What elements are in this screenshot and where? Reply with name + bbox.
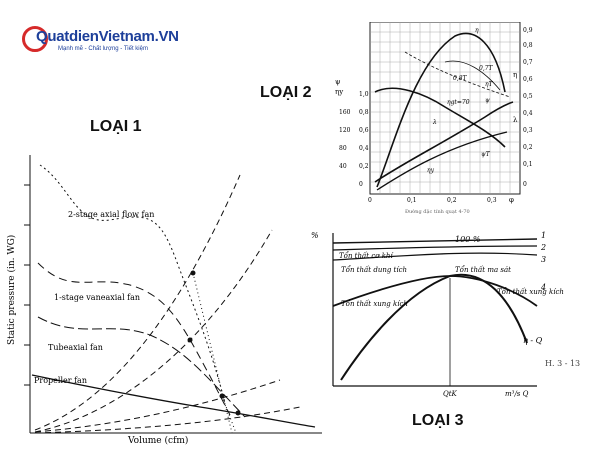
system-curve-4 <box>34 406 301 434</box>
svg-text:0,4: 0,4 <box>359 145 369 152</box>
curve-label-propeller: Propeller fan <box>34 376 87 385</box>
label-mech-loss: Tổn thất cơ khí <box>339 251 393 260</box>
svg-text:4: 4 <box>540 283 546 292</box>
svg-text:ψ: ψ <box>485 97 490 104</box>
svg-text:2: 2 <box>540 243 546 252</box>
svg-text:0,3: 0,3 <box>487 197 497 204</box>
svg-text:λ: λ <box>432 119 437 126</box>
fan-curves-diagram: Static pressure (in. WG) Volume (cfm) 2-… <box>6 155 322 446</box>
logo-q-icon <box>22 26 48 52</box>
fan-loss-diagram: % 100 % Tổn thất cơ khí Tổn thất dung tí… <box>311 231 580 398</box>
svg-text:ηy: ηy <box>427 167 435 174</box>
svg-text:0,1: 0,1 <box>523 161 533 168</box>
characteristic-chart-4-70: ψ ηy 1,0 0,8 0,6 0,4 0,2 0 160 120 80 40… <box>335 22 533 215</box>
curve-1-stage-vaneaxial <box>37 262 231 416</box>
svg-text:0,2: 0,2 <box>359 163 369 170</box>
eta-q-curve <box>340 273 528 381</box>
logo-tagline: Mạnh mẽ - Chất lượng - Tiết kiệm <box>58 46 148 52</box>
label-shock-loss-left: Tổn thất xung kích <box>341 299 408 308</box>
figure-reference: H. 3 - 13 <box>545 359 580 368</box>
curve-label-2-stage: 2-stage axial flow fan <box>68 210 154 219</box>
svg-text:η: η <box>475 27 479 34</box>
label-volume-loss: Tổn thất dung tích <box>341 265 407 274</box>
left-axis-label-eta-y: ηy <box>335 88 343 96</box>
svg-text:0,6: 0,6 <box>359 127 369 134</box>
line-3 <box>332 252 538 261</box>
svg-text:160: 160 <box>339 109 351 116</box>
label-type-1: LOẠI 1 <box>90 118 142 135</box>
svg-text:0: 0 <box>359 181 363 188</box>
svg-text:1,0: 1,0 <box>359 91 369 98</box>
label-type-2: LOẠI 2 <box>260 84 312 101</box>
logo-name: QuatdienVietnam.VN <box>36 28 179 45</box>
svg-text:0,2: 0,2 <box>447 197 457 204</box>
x-unit-label: m³/s Q <box>505 390 529 398</box>
eta-y-curve <box>376 131 508 191</box>
label-shock-loss-right: Tổn thất xung kích <box>497 287 564 296</box>
panel1-xlabel: Volume (cfm) <box>127 435 188 446</box>
svg-text:0,2: 0,2 <box>523 144 533 151</box>
svg-text:0,9: 0,9 <box>523 27 533 34</box>
svg-text:0,4: 0,4 <box>523 110 533 117</box>
svg-text:φ: φ <box>509 196 514 204</box>
panel2-caption: Đường đặc tính quạt 4-70 <box>405 208 470 215</box>
system-curve-3 <box>34 379 281 433</box>
constant-eff-line <box>444 60 501 91</box>
operating-point-4 <box>235 410 241 416</box>
label-friction-loss: Tổn thất ma sát <box>455 265 511 274</box>
svg-text:0,8: 0,8 <box>523 42 533 49</box>
loss-y-label: % <box>311 231 319 240</box>
svg-text:ψT: ψT <box>481 151 491 158</box>
hundred-percent: 100 % <box>455 235 481 244</box>
svg-text:1: 1 <box>541 231 546 240</box>
svg-text:3: 3 <box>541 255 546 264</box>
svg-text:120: 120 <box>339 127 351 134</box>
svg-text:80: 80 <box>339 145 347 152</box>
panel1-ylabel: Static pressure (in. WG) <box>6 235 17 345</box>
label-type-3: LOẠI 3 <box>412 412 464 429</box>
svg-text:0,7: 0,7 <box>523 59 533 66</box>
curve-label-1-stage: 1-stage vaneaxial fan <box>54 293 140 302</box>
svg-text:ηgt=70: ηgt=70 <box>447 99 470 106</box>
svg-text:ηT: ηT <box>485 81 494 88</box>
psi-curve <box>374 87 506 148</box>
operating-point-2 <box>187 337 193 343</box>
svg-text:η: η <box>513 71 517 79</box>
line-2 <box>332 245 538 251</box>
svg-text:0,5: 0,5 <box>523 93 533 100</box>
svg-text:40: 40 <box>339 163 347 170</box>
eta-curve <box>376 32 506 188</box>
curve-tubeaxial <box>37 316 246 418</box>
eta-q-label: η - Q <box>523 336 543 345</box>
left-axis-label-psi: ψ <box>335 78 341 86</box>
svg-text:0,8T: 0,8T <box>453 75 468 82</box>
svg-text:0,3: 0,3 <box>523 127 533 134</box>
svg-text:0: 0 <box>368 197 372 204</box>
svg-text:0,6: 0,6 <box>523 76 533 83</box>
system-curve-1 <box>34 174 241 431</box>
system-curve-2 <box>34 229 273 433</box>
brand-logo: QuatdienVietnam.VN Mạnh mẽ - Chất lượng … <box>14 22 184 56</box>
curve-label-tubeaxial: Tubeaxial fan <box>48 343 103 352</box>
svg-text:0: 0 <box>523 181 527 188</box>
svg-text:0,8: 0,8 <box>359 109 369 116</box>
svg-text:λ: λ <box>513 116 518 124</box>
line-1 <box>332 238 538 244</box>
lambda-curve <box>374 101 514 183</box>
etat-curve <box>404 51 511 98</box>
qtk-label: QtK <box>443 390 458 398</box>
svg-text:0,7T: 0,7T <box>479 65 494 72</box>
svg-text:0,1: 0,1 <box>407 197 417 204</box>
